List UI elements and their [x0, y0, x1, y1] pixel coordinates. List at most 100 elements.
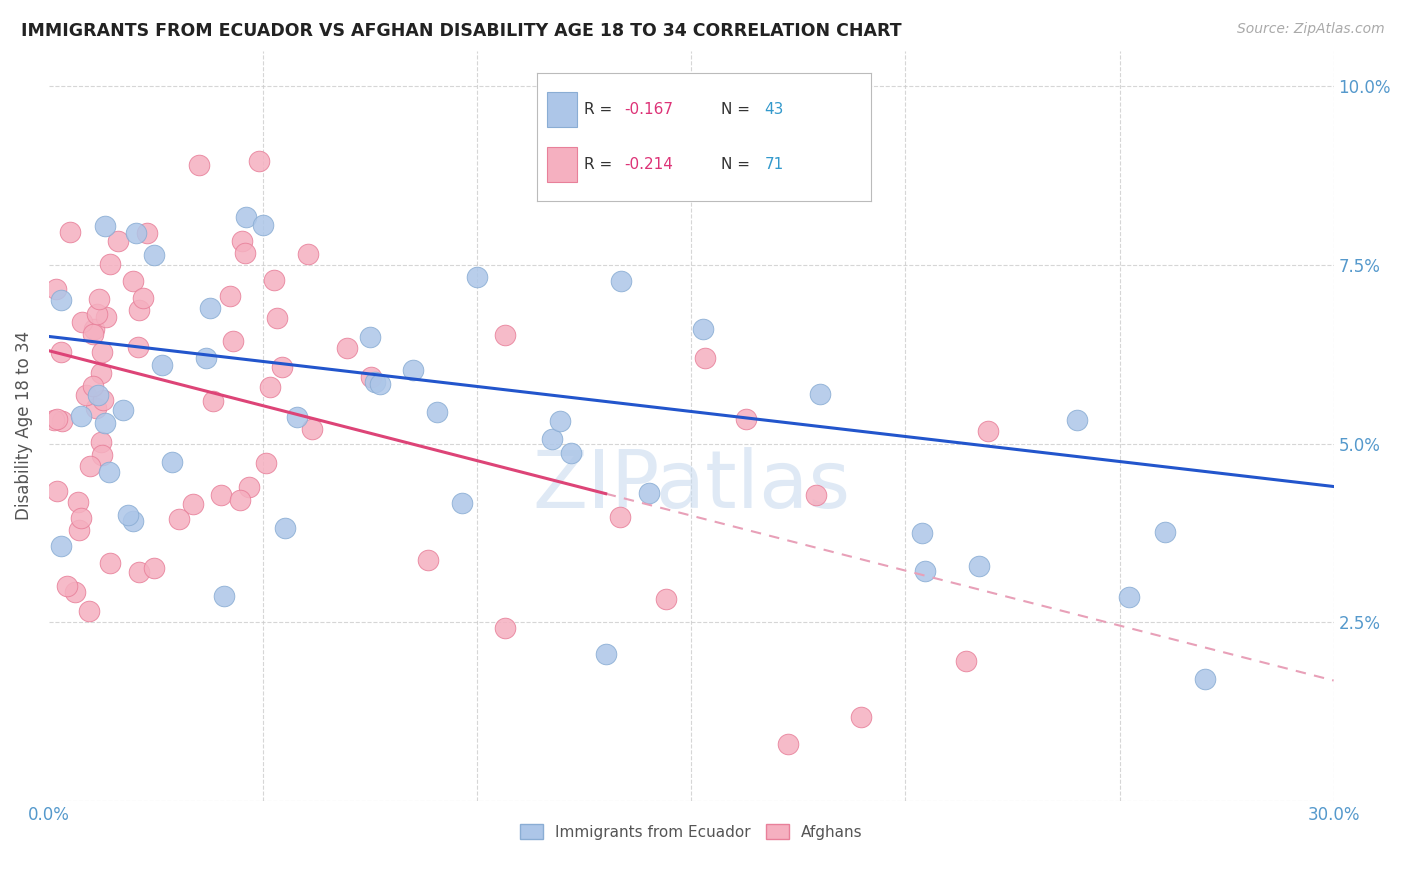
Point — [128, 565, 150, 579]
Point — [693, 351, 716, 365]
Point — [336, 342, 359, 356]
Point — [560, 446, 582, 460]
Point — [79, 459, 101, 474]
Point — [127, 340, 149, 354]
Point — [402, 363, 425, 377]
Point — [150, 358, 173, 372]
Text: IMMIGRANTS FROM ECUADOR VS AFGHAN DISABILITY AGE 18 TO 34 CORRELATION CHART: IMMIGRANTS FROM ECUADOR VS AFGHAN DISABI… — [21, 22, 901, 40]
Point — [271, 359, 294, 374]
Point — [209, 488, 232, 502]
Point — [200, 301, 222, 315]
Legend: Immigrants from Ecuador, Afghans: Immigrants from Ecuador, Afghans — [513, 818, 869, 846]
Point — [368, 377, 391, 392]
Point — [247, 153, 270, 168]
Text: Source: ZipAtlas.com: Source: ZipAtlas.com — [1237, 22, 1385, 37]
Point — [82, 379, 104, 393]
Point — [56, 579, 79, 593]
Point — [977, 424, 1000, 438]
Point — [117, 508, 139, 523]
Point — [46, 484, 69, 499]
Point — [233, 246, 256, 260]
Point — [548, 414, 571, 428]
Point — [45, 411, 67, 425]
Point — [955, 654, 977, 668]
Y-axis label: Disability Age 18 to 34: Disability Age 18 to 34 — [15, 331, 32, 520]
Point — [188, 158, 211, 172]
Text: ZIPatlas: ZIPatlas — [533, 447, 851, 524]
Point — [969, 558, 991, 573]
Point — [91, 448, 114, 462]
Point — [254, 456, 277, 470]
Point — [70, 511, 93, 525]
Point — [135, 226, 157, 240]
Point — [82, 326, 104, 341]
Point — [97, 465, 120, 479]
Point — [595, 647, 617, 661]
Point — [360, 369, 382, 384]
Point — [1153, 525, 1175, 540]
Point — [734, 412, 756, 426]
Point — [169, 512, 191, 526]
Point — [67, 495, 90, 509]
Point — [91, 392, 114, 407]
Point — [67, 523, 90, 537]
Point — [637, 486, 659, 500]
Point — [1066, 413, 1088, 427]
Point — [122, 274, 145, 288]
Point — [851, 709, 873, 723]
Point — [201, 393, 224, 408]
Point — [87, 388, 110, 402]
Point — [450, 496, 472, 510]
Point — [494, 327, 516, 342]
Point — [297, 247, 319, 261]
Point — [238, 480, 260, 494]
Point — [94, 417, 117, 431]
Point — [911, 526, 934, 541]
Point — [83, 321, 105, 335]
Point — [301, 422, 323, 436]
Point — [45, 283, 67, 297]
Point — [94, 310, 117, 325]
Point — [540, 432, 562, 446]
Point — [128, 303, 150, 318]
Point — [364, 375, 387, 389]
Point — [195, 351, 218, 365]
Point — [98, 257, 121, 271]
Point — [49, 293, 72, 307]
Point — [70, 315, 93, 329]
Point — [266, 311, 288, 326]
Point — [77, 604, 100, 618]
Point — [75, 387, 97, 401]
Point — [808, 387, 831, 401]
Point — [274, 521, 297, 535]
Point — [69, 409, 91, 424]
Point — [259, 380, 281, 394]
Point — [63, 585, 86, 599]
Point — [87, 292, 110, 306]
Point — [692, 322, 714, 336]
Point — [494, 621, 516, 635]
Point — [359, 329, 381, 343]
Point — [229, 493, 252, 508]
Point — [107, 234, 129, 248]
Point — [59, 225, 82, 239]
Point — [235, 211, 257, 225]
Point — [263, 273, 285, 287]
Point — [221, 334, 243, 348]
Point — [804, 488, 827, 502]
Point — [609, 510, 631, 524]
Point — [49, 344, 72, 359]
Point — [142, 248, 165, 262]
Point — [86, 307, 108, 321]
Point — [655, 591, 678, 606]
Point — [1118, 591, 1140, 605]
Point — [51, 414, 73, 428]
Point — [465, 269, 488, 284]
Point — [416, 553, 439, 567]
Point — [132, 291, 155, 305]
Point — [98, 556, 121, 570]
Point — [143, 561, 166, 575]
Point — [252, 218, 274, 232]
Point — [287, 409, 309, 424]
Point — [181, 497, 204, 511]
